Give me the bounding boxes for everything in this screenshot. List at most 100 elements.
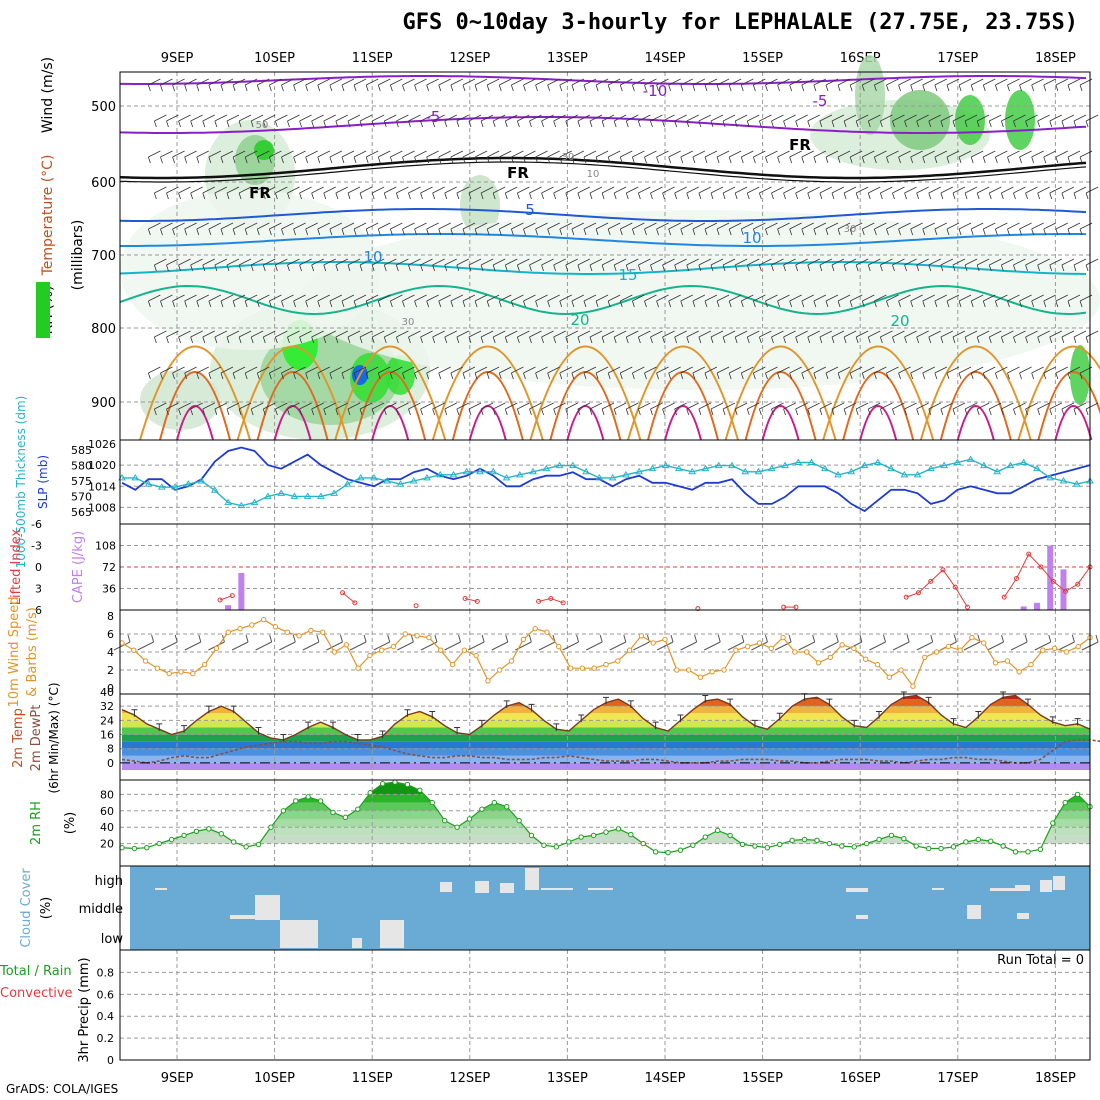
wind-barb bbox=[952, 258, 966, 272]
wind-barb bbox=[1067, 222, 1081, 236]
wind-barb bbox=[1013, 258, 1026, 272]
wind-barb-10m bbox=[467, 634, 485, 651]
thickness-point bbox=[741, 467, 750, 475]
wind-barb bbox=[656, 150, 669, 164]
wind-barb bbox=[795, 402, 808, 416]
wind-ylabel: 10m Wind Speed & Barbs (m/s) bbox=[7, 597, 40, 708]
wind-barb bbox=[426, 294, 439, 308]
y-tick-label: 32 bbox=[100, 700, 114, 713]
wind-barb bbox=[256, 294, 270, 308]
wind-barb bbox=[305, 294, 318, 308]
wind-barb bbox=[928, 258, 941, 272]
wind-barb bbox=[468, 186, 482, 200]
wind-barb bbox=[789, 150, 802, 164]
thickness-point bbox=[515, 470, 524, 478]
wind-barb-10m bbox=[798, 634, 816, 651]
wind-barb bbox=[559, 366, 572, 380]
y-tick-label: 700 bbox=[91, 249, 116, 264]
rh-point bbox=[528, 832, 535, 839]
slp-line bbox=[121, 446, 1091, 513]
wind-speed-point bbox=[1004, 658, 1011, 664]
wind-barb bbox=[795, 258, 808, 272]
thickness-point bbox=[184, 480, 193, 487]
wind-barb bbox=[274, 402, 288, 416]
wind-barb bbox=[504, 402, 518, 416]
wind-barb bbox=[202, 258, 215, 272]
wind-barb bbox=[589, 186, 603, 200]
wind-barb bbox=[498, 222, 512, 236]
thickness-point bbox=[701, 464, 710, 472]
thickness-point bbox=[1006, 461, 1015, 469]
wind-barb bbox=[855, 402, 869, 416]
wind-barb bbox=[952, 402, 966, 416]
y-tick-label-left: 580 bbox=[71, 460, 92, 473]
wind-barb bbox=[680, 294, 693, 308]
x-tick-label-top: 14SEP bbox=[645, 51, 686, 66]
wind-barb bbox=[958, 78, 972, 92]
x-tick-label-top: 13SEP bbox=[547, 51, 588, 66]
cloud-block bbox=[967, 905, 981, 919]
wind-barb bbox=[347, 186, 361, 200]
thickness-point bbox=[913, 470, 922, 478]
wind-barb bbox=[601, 114, 615, 128]
wind-barb bbox=[698, 330, 712, 344]
ylabel-wind: 10m Wind Speed bbox=[7, 597, 22, 708]
wind-barb bbox=[668, 150, 681, 164]
wind-barb bbox=[184, 222, 197, 236]
wind-barb bbox=[571, 366, 585, 380]
wind-barb bbox=[456, 402, 470, 416]
wind-barb bbox=[565, 330, 578, 344]
rh-point bbox=[144, 845, 150, 851]
wind-barb bbox=[861, 366, 875, 380]
wind-barb bbox=[147, 366, 161, 380]
thickness-point bbox=[714, 461, 723, 469]
wind-barb bbox=[855, 114, 869, 128]
wind-barb bbox=[940, 114, 954, 128]
wind-speed-point bbox=[402, 631, 409, 637]
thickness-point bbox=[953, 458, 962, 465]
contour-label: 10 bbox=[742, 229, 761, 247]
wind-barb bbox=[244, 366, 258, 380]
rh-point bbox=[876, 836, 882, 843]
wind-barb bbox=[510, 222, 524, 236]
rh-point bbox=[901, 835, 907, 842]
wind-barb bbox=[819, 258, 833, 272]
wind-barb bbox=[940, 258, 954, 272]
wind-barb bbox=[583, 150, 597, 164]
wind-barb bbox=[365, 150, 379, 164]
wind-speed-point bbox=[756, 640, 763, 646]
wind-barb bbox=[335, 186, 349, 200]
x-tick-label-top: 12SEP bbox=[449, 51, 490, 66]
isotherm-warm bbox=[139, 345, 251, 441]
wind-barb bbox=[474, 294, 488, 308]
wind-barb bbox=[395, 186, 409, 200]
wind-barb bbox=[765, 366, 778, 380]
wind-barb bbox=[958, 150, 972, 164]
wind-barb bbox=[958, 222, 972, 236]
rh-band bbox=[122, 810, 1090, 819]
lifted-index-point bbox=[340, 590, 346, 596]
wind-barb bbox=[395, 330, 409, 344]
cloud-block bbox=[475, 881, 489, 893]
wind-barb bbox=[1013, 330, 1026, 344]
wind-barb bbox=[226, 186, 240, 200]
wind-barb-10m bbox=[822, 634, 839, 651]
wind-barb bbox=[438, 294, 451, 308]
ylabel-slp: SLP (mb) bbox=[36, 455, 50, 509]
wind-barb bbox=[1031, 294, 1044, 308]
isotherm-warm bbox=[236, 345, 349, 441]
wind-barb-10m bbox=[302, 634, 320, 651]
rh-point bbox=[839, 843, 845, 849]
isotherm-warm bbox=[1017, 345, 1100, 441]
wind-barb bbox=[190, 258, 203, 272]
wind-barb bbox=[698, 402, 712, 416]
wind-barb bbox=[589, 330, 603, 344]
wind-barb-10m bbox=[1010, 634, 1028, 651]
rh-point bbox=[268, 824, 274, 830]
y-tick-label: 0 bbox=[107, 757, 114, 770]
wind-barb bbox=[662, 186, 675, 200]
wind-barb bbox=[523, 366, 536, 380]
wind-barb bbox=[789, 222, 802, 236]
isotherm-warm bbox=[1054, 405, 1093, 441]
wind-barb bbox=[293, 150, 306, 164]
